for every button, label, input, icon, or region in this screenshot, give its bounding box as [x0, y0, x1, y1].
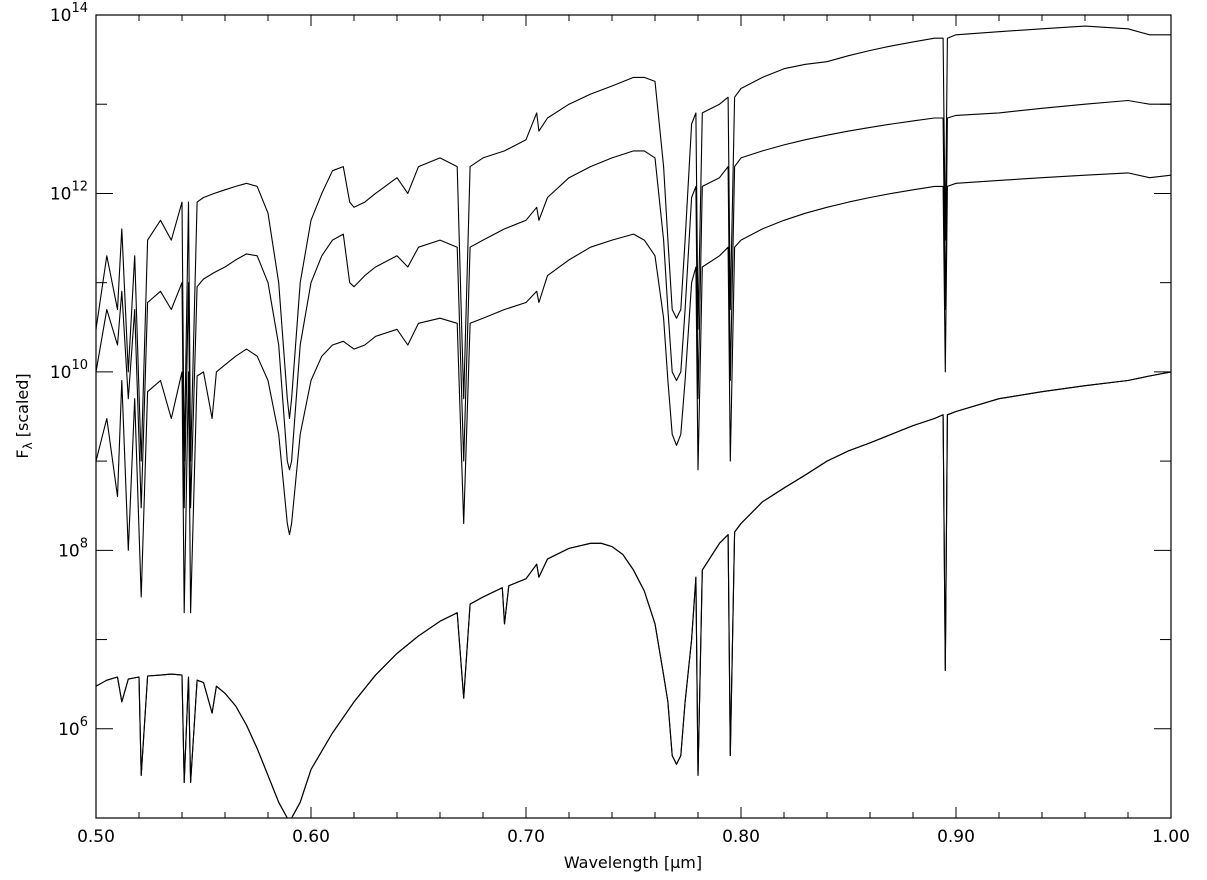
- y-tick-label: 1012: [50, 179, 88, 204]
- series-line-3: [95, 172, 1172, 614]
- x-tick-label: 0.70: [507, 827, 545, 847]
- y-tick-label: 1010: [50, 358, 88, 383]
- x-tick-label: 0.50: [77, 827, 115, 847]
- plot-frame: [95, 14, 1172, 819]
- series-line-1: [95, 371, 1172, 819]
- x-tick-label: 1.00: [1152, 827, 1190, 847]
- x-tick-label: 0.60: [292, 827, 330, 847]
- y-axis-title: Fλ [scaled]: [13, 373, 35, 458]
- y-tick-label: 1014: [50, 1, 88, 26]
- series-layer: [95, 25, 1172, 819]
- y-tick-label: 108: [58, 536, 88, 561]
- series-line-5: [95, 25, 1171, 462]
- y-tick-label: 106: [58, 715, 88, 740]
- series-line-2: [95, 371, 1172, 819]
- x-tick-label: 0.90: [937, 827, 975, 847]
- x-tick-label: 0.80: [722, 827, 760, 847]
- series-line-4: [95, 99, 1171, 509]
- tick-layer: [95, 14, 1172, 819]
- x-axis-title: Wavelength [μm]: [564, 853, 702, 872]
- label-layer: 0.50 0.60 0.70 0.80 0.90 1.00 106 108 1010 1012 10…: [50, 1, 1190, 847]
